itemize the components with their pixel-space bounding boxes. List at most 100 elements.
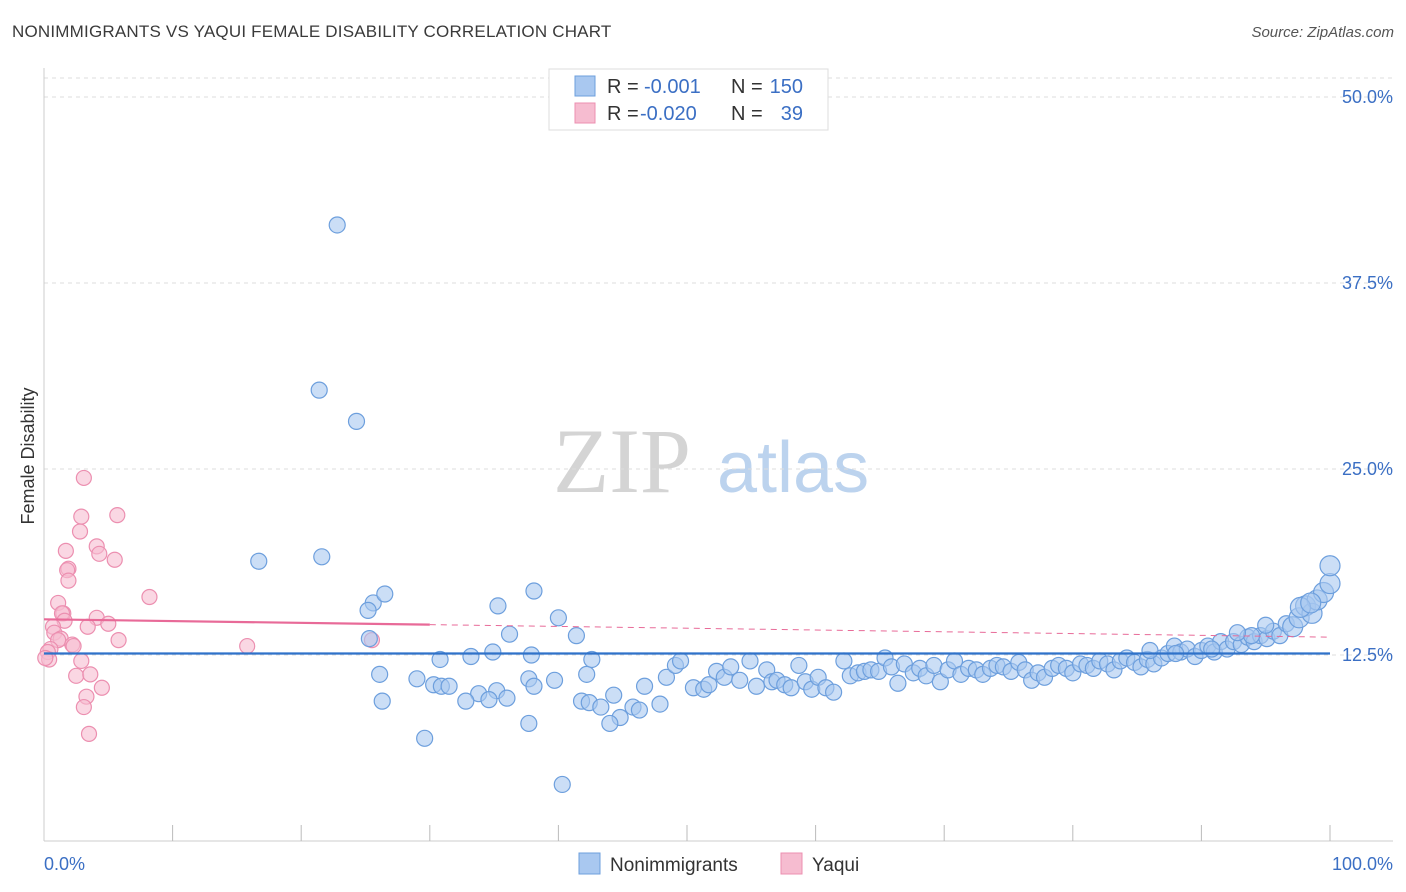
nonimmigrants-point-16 [462, 647, 480, 666]
nonimmigrants-point-41 [635, 677, 654, 695]
nonimmigrants-point-31 [545, 671, 564, 689]
nonimmigrants-point-84 [931, 673, 949, 691]
nonimmigrants-point-149 [1141, 641, 1159, 660]
nonimmigrants-point-47 [657, 668, 676, 686]
nonimmigrants-point-83 [925, 656, 943, 675]
nonimmigrants-point-2 [347, 412, 366, 430]
series-label-yaqui: Yaqui [812, 855, 859, 876]
nonimmigrants-point-43 [416, 729, 434, 747]
yaqui-point-17 [100, 615, 117, 632]
nonimmigrants-point-44 [520, 714, 538, 733]
yaqui-point-5 [57, 542, 74, 559]
nonimmigrants-point-8 [360, 630, 378, 648]
yaqui-point-31 [73, 652, 90, 670]
nonimmigrants-points [250, 216, 1341, 794]
nonimmigrants-point-147 [1300, 592, 1322, 614]
series-swatch-yaqui [780, 852, 803, 875]
legend-r-value-2: -0.020 [640, 103, 697, 125]
yaqui-point-11 [141, 588, 158, 606]
nonimmigrants-point-151 [1203, 640, 1221, 658]
series-legend: Nonimmigrants Yaqui [578, 852, 859, 876]
nonimmigrants-point-19 [408, 670, 426, 688]
y-tick-label-1: 25.0% [1342, 459, 1393, 479]
nonimmigrants-point-27 [457, 692, 475, 710]
correlation-legend: R = -0.001 N = 150 R = -0.020 N = 39 [548, 68, 829, 131]
legend-n-label-1: N = [731, 76, 763, 98]
nonimmigrants-point-33 [583, 650, 601, 669]
yaqui-point-23 [110, 632, 127, 649]
yaqui-point-28 [239, 637, 256, 655]
y-axis-title: Female Disability [18, 387, 38, 524]
yaqui-point-36 [75, 698, 92, 716]
yaqui-point-9 [106, 551, 123, 568]
nonimmigrants-point-56 [731, 671, 749, 689]
legend-r-label-1: R = [607, 76, 639, 98]
y-tick-label-3: 50.0% [1342, 87, 1393, 107]
nonimmigrants-point-70 [835, 652, 853, 670]
x-tick-min: 0.0% [44, 854, 85, 874]
yaqui-point-6 [91, 545, 108, 562]
watermark-atlas: atlas [717, 428, 869, 508]
nonimmigrants-point-145 [1228, 624, 1247, 642]
nonimmigrants-point-42 [651, 695, 669, 713]
nonimmigrants-point-22 [440, 677, 458, 695]
nonimmigrants-point-18 [371, 665, 389, 683]
legend-swatch-blue [574, 75, 596, 97]
nonimmigrants-point-3 [250, 552, 268, 570]
x-tick-max: 100.0% [1332, 854, 1393, 874]
y-tick-label-0: 12.5% [1342, 645, 1393, 665]
pink-trend-solid [43, 618, 430, 626]
nonimmigrants-point-64 [790, 656, 808, 675]
legend-swatch-pink [574, 102, 596, 124]
yaqui-point-2 [109, 507, 126, 524]
nonimmigrants-point-11 [500, 625, 519, 643]
source-label: Source: ZipAtlas.com [1251, 24, 1394, 41]
yaqui-point-25 [65, 637, 82, 655]
pink-trend-dashed [429, 624, 1331, 638]
nonimmigrants-point-36 [592, 698, 610, 716]
yaqui-point-19 [79, 618, 96, 635]
nonimmigrants-point-148 [1319, 555, 1341, 577]
legend-n-label-2: N = [731, 103, 763, 125]
series-swatch-nonimmigrants [578, 852, 601, 875]
nonimmigrants-point-4 [313, 548, 331, 566]
nonimmigrants-point-1 [310, 381, 328, 399]
nonimmigrants-point-57 [741, 652, 759, 670]
nonimmigrants-point-14 [484, 643, 502, 661]
nonimmigrants-point-144 [1257, 616, 1275, 634]
legend-n-value-1: 150 [770, 76, 803, 98]
yaqui-point-33 [82, 666, 99, 683]
yaqui-point-34 [93, 679, 110, 696]
legend-r-label-2: R = [607, 103, 639, 125]
nonimmigrants-point-49 [671, 652, 690, 670]
nonimmigrants-point-0 [328, 216, 346, 234]
nonimmigrants-point-9 [525, 582, 543, 600]
yaqui-points [37, 469, 381, 742]
nonimmigrants-point-26 [373, 692, 391, 710]
nonimmigrants-point-46 [601, 714, 619, 733]
nonimmigrants-point-28 [480, 691, 498, 709]
nonimmigrants-point-13 [567, 627, 586, 645]
nonimmigrants-point-7 [359, 601, 377, 619]
nonimmigrants-point-15 [431, 650, 449, 669]
y-tick-labels: 12.5% 25.0% 37.5% 50.0% [1342, 87, 1393, 665]
nonimmigrants-point-55 [722, 658, 740, 676]
yaqui-point-32 [68, 667, 85, 684]
nonimmigrants-point-12 [549, 609, 568, 627]
axes [43, 68, 1393, 842]
watermark-zip: ZIP [553, 410, 691, 512]
nonimmigrants-point-30 [525, 677, 543, 695]
yaqui-point-0 [75, 469, 92, 487]
nonimmigrants-point-78 [889, 674, 907, 692]
yaqui-point-1 [73, 508, 90, 525]
nonimmigrants-point-17 [522, 646, 540, 664]
yaqui-point-37 [80, 725, 98, 742]
y-tick-label-2: 37.5% [1342, 273, 1393, 293]
yaqui-point-10 [60, 572, 77, 589]
nonimmigrants-point-69 [825, 683, 843, 701]
nonimmigrants-point-142 [1319, 572, 1341, 595]
nonimmigrants-point-45 [553, 775, 571, 794]
nonimmigrants-point-58 [747, 677, 766, 695]
nonimmigrants-point-52 [700, 676, 718, 694]
